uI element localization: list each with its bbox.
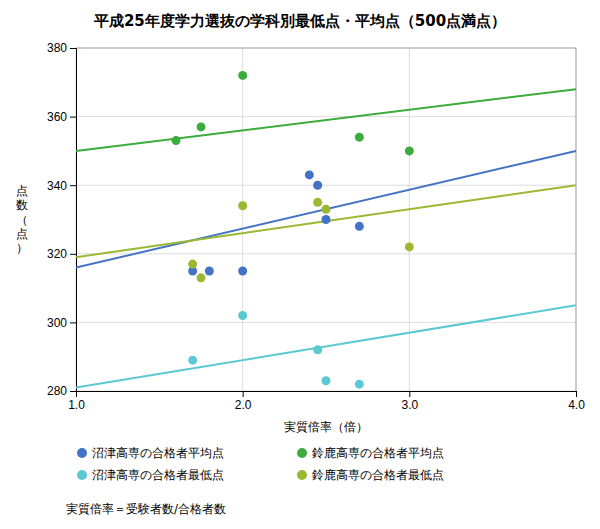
point — [305, 170, 314, 179]
grid-line-x — [242, 48, 243, 391]
x-tick-label: 2.0 — [235, 398, 252, 412]
point — [205, 266, 214, 275]
point — [313, 181, 322, 190]
legend-item: 沼津高専の合格者最低点 — [77, 468, 224, 482]
y-tick-label: 300 — [47, 316, 67, 330]
point — [238, 201, 247, 210]
legend: 沼津高専の合格者平均点沼津高専の合格者最低点 鈴鹿高専の合格者平均点鈴鹿高専の合格… — [77, 446, 444, 482]
x-tick: 2.0 — [235, 391, 252, 412]
point — [188, 260, 197, 269]
x-tick: 4.0 — [568, 391, 585, 412]
legend-marker — [77, 448, 87, 458]
x-tick-label: 1.0 — [68, 398, 85, 412]
point — [355, 222, 364, 231]
plot: 1.0 2.0 3.0 4.0 280 300 320 340 360 380 実質倍率（倍） 点数（… — [16, 41, 585, 481]
legend-item: 鈴鹿高専の合格者平均点 — [297, 446, 444, 460]
y-tick: 300 — [47, 316, 76, 330]
point — [197, 122, 206, 131]
x-axis-title: 実質倍率（倍） — [284, 420, 368, 434]
frame-top — [76, 48, 576, 49]
grid-line-y — [76, 185, 576, 186]
legend-label: 沼津高専の合格者平均点 — [92, 446, 224, 460]
y-axis: 280 300 320 340 360 380 — [47, 41, 77, 398]
point — [197, 273, 206, 282]
point — [322, 215, 331, 224]
point — [238, 71, 247, 80]
legend-marker — [77, 470, 87, 480]
grid-line-x — [409, 48, 410, 391]
y-tick-label: 340 — [47, 179, 67, 193]
footnote: 実質倍率＝受験者数/合格者数 — [66, 502, 226, 516]
point — [313, 198, 322, 207]
title: 平成25年度学力選抜の学科別最低点・平均点（500点満点） — [93, 12, 506, 30]
legend-item: 沼津高専の合格者平均点 — [77, 446, 224, 460]
y-tick: 380 — [47, 41, 76, 55]
grid-line-y — [76, 253, 576, 254]
trend-line — [76, 151, 576, 268]
trend-line — [76, 305, 576, 387]
legend-label: 鈴鹿高専の合格者最低点 — [312, 468, 444, 482]
x-axis-line — [77, 392, 577, 398]
grid-line-y — [76, 322, 576, 323]
series-points — [172, 71, 414, 155]
y-tick-mark — [70, 254, 76, 255]
x-tick-mark — [576, 391, 577, 397]
series-points — [188, 311, 364, 389]
x-tick-mark — [409, 391, 410, 397]
grid — [76, 48, 576, 391]
point — [238, 311, 247, 320]
y-tick-label: 280 — [47, 384, 67, 398]
x-tick: 1.0 — [68, 391, 85, 412]
y-tick: 280 — [47, 384, 76, 398]
point — [405, 146, 414, 155]
y-tick-mark — [70, 322, 76, 323]
trend-line — [76, 89, 576, 151]
y-tick-label: 380 — [47, 41, 67, 55]
x-tick: 3.0 — [401, 391, 418, 412]
legend-item: 鈴鹿高専の合格者最低点 — [297, 468, 444, 482]
legend-marker — [297, 470, 307, 480]
y-tick-label: 320 — [47, 247, 67, 261]
series-points — [188, 170, 364, 275]
y-tick: 340 — [47, 179, 76, 193]
y-tick-label: 360 — [47, 110, 67, 124]
point — [313, 345, 322, 354]
point — [355, 133, 364, 142]
grid-line-y — [76, 48, 576, 49]
series-points — [188, 198, 414, 282]
y-tick-mark — [70, 48, 76, 49]
legend-label: 沼津高専の合格者最低点 — [92, 468, 224, 482]
chart: 1.0 2.0 3.0 4.0 280 300 320 340 360 380 実質倍率（倍） 点数（… — [0, 0, 600, 529]
x-tick-label: 4.0 — [568, 398, 585, 412]
y-tick-mark — [70, 391, 76, 392]
point — [238, 266, 247, 275]
y-axis-title: 点数（点） — [16, 183, 28, 255]
grid-line-y — [76, 116, 576, 117]
y-axis-line — [70, 49, 77, 392]
y-tick: 360 — [47, 110, 76, 124]
point — [405, 242, 414, 251]
y-tick-mark — [70, 117, 76, 118]
x-axis: 1.0 2.0 3.0 4.0 — [68, 391, 585, 412]
y-tick: 320 — [47, 247, 76, 261]
marks — [76, 71, 576, 389]
point — [322, 376, 331, 385]
legend-marker — [297, 448, 307, 458]
legend-label: 鈴鹿高専の合格者平均点 — [312, 446, 444, 460]
point — [322, 205, 331, 214]
point — [355, 380, 364, 389]
x-tick-mark — [243, 391, 244, 397]
trend-line — [76, 185, 576, 257]
point — [172, 136, 181, 145]
x-tick-label: 3.0 — [401, 398, 418, 412]
grid-line-x — [576, 48, 577, 391]
frame-right — [576, 48, 577, 391]
y-tick-mark — [70, 185, 76, 186]
point — [188, 356, 197, 365]
